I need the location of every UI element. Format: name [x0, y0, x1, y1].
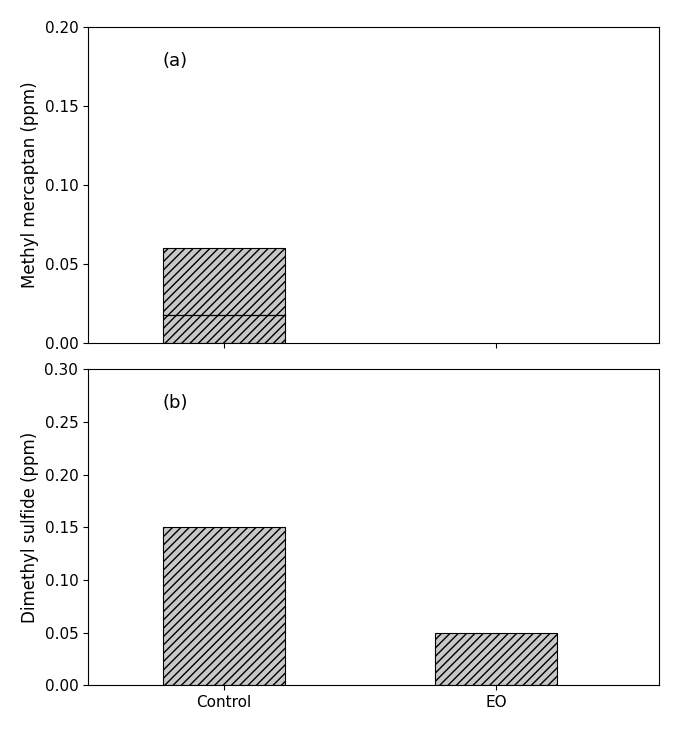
Text: (a): (a) [163, 52, 188, 70]
Text: (b): (b) [163, 395, 188, 412]
Bar [163, 249, 285, 343]
Y-axis label: Dimethyl sulfide (ppm): Dimethyl sulfide (ppm) [21, 432, 39, 623]
Bar [435, 633, 557, 686]
Bar [163, 527, 285, 686]
Y-axis label: Methyl mercaptan (ppm): Methyl mercaptan (ppm) [21, 82, 39, 288]
